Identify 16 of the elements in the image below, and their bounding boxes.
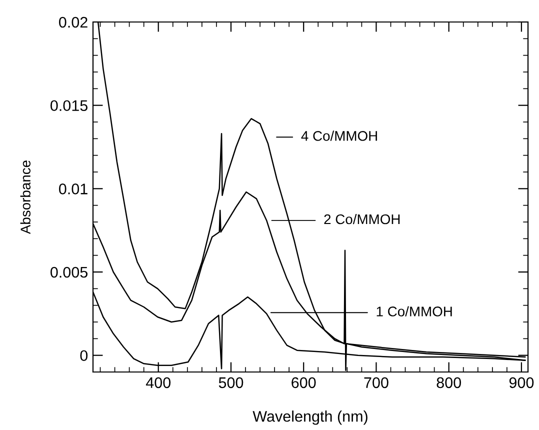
x-tick-label: 400 xyxy=(146,377,171,388)
y-tick-label: 0.01 xyxy=(59,184,88,194)
x-axis-title: Wavelength (nm) xyxy=(252,410,368,425)
x-tick-label: 700 xyxy=(364,377,388,388)
y-tick-label: 0.02 xyxy=(59,16,88,28)
x-tick-label: 500 xyxy=(218,377,244,388)
annotation: 4 Co/MMOH xyxy=(301,130,377,141)
annotation: 1 Co/MMOH xyxy=(376,306,452,316)
y-tick-label: 0.015 xyxy=(50,100,88,112)
y-axis-title: Absorbance xyxy=(20,160,30,234)
y-tick-label: 0 xyxy=(80,350,88,362)
x-tick-label: 800 xyxy=(436,377,461,388)
x-tick-label: 900 xyxy=(509,377,534,388)
annotation: 2 Co/MMOH xyxy=(324,214,400,224)
y-tick-label: 0.005 xyxy=(50,266,88,278)
x-tick-label: 600 xyxy=(292,377,316,388)
